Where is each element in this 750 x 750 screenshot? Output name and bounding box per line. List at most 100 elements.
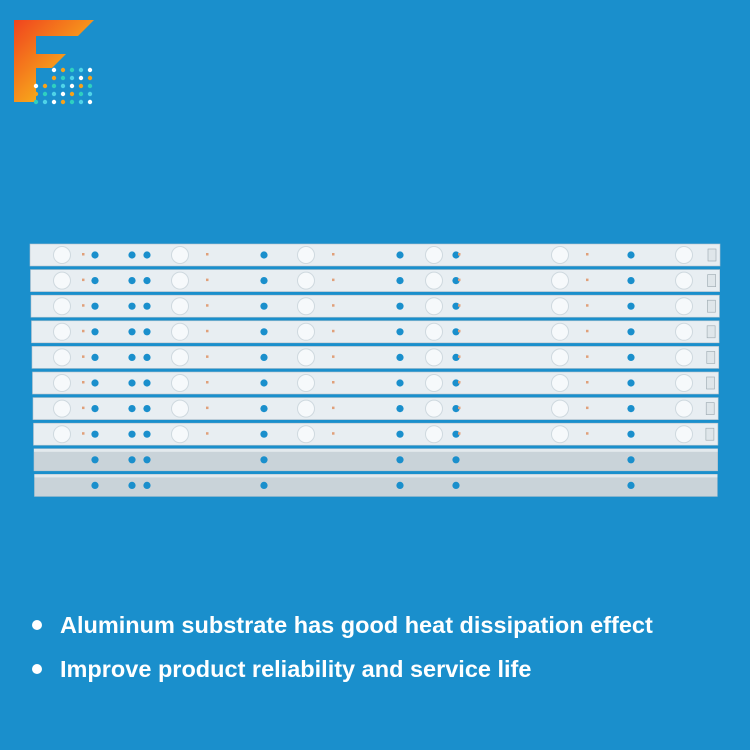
- mounting-hole: [627, 328, 635, 336]
- brand-logo-icon: [14, 20, 94, 105]
- logo-dot: [60, 67, 66, 73]
- logo-dot: [78, 99, 84, 105]
- logo-dot: [51, 99, 57, 105]
- led-strip: [31, 320, 720, 344]
- mounting-hole: [396, 379, 404, 387]
- mounting-hole: [396, 302, 404, 310]
- led-lens: [551, 322, 569, 341]
- aluminum-strip: [33, 448, 718, 472]
- mounting-hole: [260, 277, 268, 285]
- logo-dot: [42, 83, 48, 89]
- component-mark: [206, 381, 209, 384]
- mounting-hole: [627, 379, 635, 387]
- mounting-hole: [91, 277, 99, 285]
- mounting-hole: [143, 481, 151, 489]
- component-mark: [332, 278, 335, 282]
- strip-sheen: [34, 474, 718, 478]
- logo-dot: [87, 67, 93, 73]
- logo-dot: [60, 91, 66, 97]
- component-mark: [586, 329, 589, 333]
- mounting-hole: [143, 405, 151, 413]
- logo-dot: [87, 91, 93, 97]
- component-mark: [332, 432, 335, 435]
- led-lens: [675, 374, 693, 392]
- mounting-hole: [452, 379, 460, 387]
- led-strip-product-photo: [29, 243, 721, 497]
- connector: [705, 402, 715, 415]
- mounting-hole: [396, 456, 404, 464]
- mounting-hole: [260, 379, 268, 387]
- feature-item: Improve product reliability and service …: [30, 652, 730, 696]
- component-mark: [206, 329, 209, 333]
- component-mark: [332, 304, 335, 307]
- logo-dot: [69, 75, 75, 81]
- component-mark: [586, 432, 589, 435]
- mounting-hole: [627, 481, 635, 489]
- led-lens: [675, 297, 693, 316]
- mounting-hole: [128, 456, 136, 464]
- mounting-hole: [452, 302, 460, 310]
- mounting-hole: [91, 430, 99, 438]
- logo-dot: [69, 91, 75, 97]
- connector: [706, 376, 715, 390]
- mounting-hole: [627, 251, 635, 259]
- mounting-hole: [128, 481, 136, 489]
- led-lens: [297, 348, 315, 367]
- led-lens: [297, 425, 315, 444]
- led-lens: [551, 399, 569, 418]
- logo-dot: [69, 99, 75, 105]
- logo-dot: [87, 99, 93, 105]
- mounting-hole: [143, 379, 151, 387]
- mounting-hole: [260, 302, 268, 310]
- led-strip: [31, 346, 720, 369]
- led-lens: [675, 246, 693, 264]
- component-mark: [458, 406, 461, 410]
- mounting-hole: [627, 277, 635, 285]
- led-lens: [171, 297, 189, 316]
- led-lens: [297, 297, 315, 316]
- logo-dot: [87, 75, 93, 81]
- component-mark: [586, 355, 589, 358]
- mounting-hole: [143, 251, 151, 259]
- led-lens: [425, 246, 443, 264]
- mounting-hole: [128, 302, 136, 310]
- led-lens: [425, 297, 443, 316]
- mounting-hole: [452, 481, 460, 489]
- led-lens: [551, 374, 569, 392]
- led-lens: [551, 297, 569, 316]
- mounting-hole: [143, 353, 151, 361]
- led-lens: [53, 374, 71, 392]
- led-lens: [425, 271, 443, 290]
- component-mark: [586, 381, 589, 384]
- component-mark: [586, 253, 589, 256]
- component-mark: [586, 406, 589, 410]
- component-mark: [458, 278, 461, 282]
- mounting-hole: [143, 328, 151, 336]
- logo-dot: [78, 67, 84, 73]
- logo-dot: [33, 91, 39, 97]
- mounting-hole: [260, 430, 268, 438]
- mounting-hole: [91, 251, 99, 259]
- mounting-hole: [396, 277, 404, 285]
- mounting-hole: [128, 328, 136, 336]
- mounting-hole: [91, 302, 99, 310]
- mounting-hole: [91, 405, 99, 413]
- led-lens: [675, 322, 693, 341]
- led-lens: [297, 374, 315, 392]
- led-lens: [425, 322, 443, 341]
- aluminum-strip: [34, 474, 718, 497]
- mounting-hole: [452, 353, 460, 361]
- connector: [707, 299, 716, 313]
- component-mark: [332, 253, 335, 256]
- logo-dot: [60, 75, 66, 81]
- bullet-dot-icon: [32, 664, 42, 674]
- led-lens: [171, 322, 189, 341]
- mounting-hole: [260, 405, 268, 413]
- led-lens: [53, 246, 71, 264]
- led-strip: [32, 397, 719, 420]
- led-lens: [53, 322, 71, 341]
- mounting-hole: [143, 302, 151, 310]
- logo-dot: [60, 83, 66, 89]
- logo-dots: [33, 67, 93, 105]
- mounting-hole: [128, 353, 136, 361]
